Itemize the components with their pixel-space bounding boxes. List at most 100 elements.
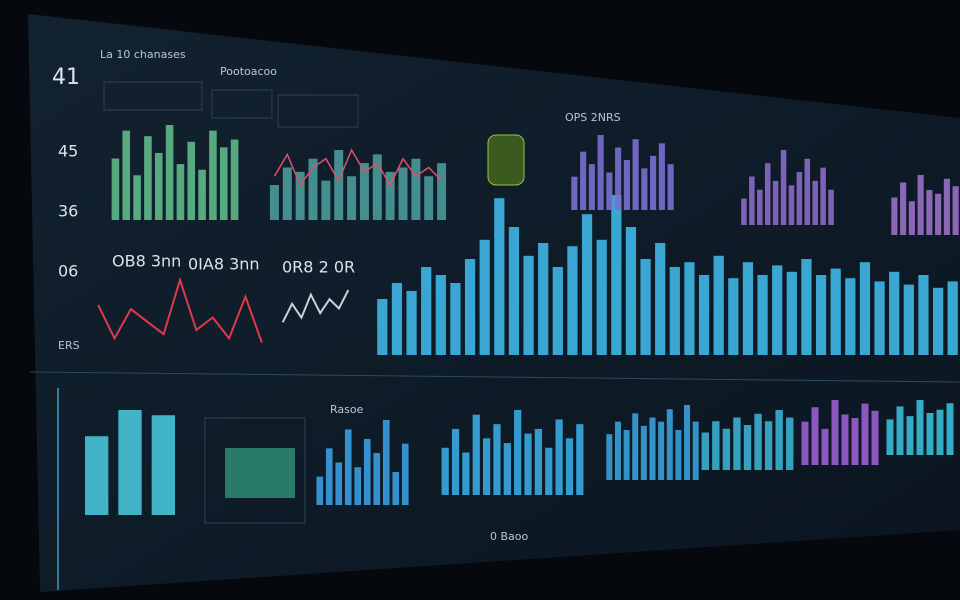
bar [625, 227, 637, 355]
bar [479, 239, 490, 355]
bar [666, 409, 673, 480]
bar [801, 259, 812, 355]
bar [597, 135, 604, 210]
bar [917, 175, 924, 235]
bar [733, 417, 741, 470]
bar [804, 158, 811, 225]
bar [385, 171, 395, 220]
bar [581, 214, 593, 355]
bar [151, 415, 175, 515]
header-title: Pootoacoo [220, 65, 277, 78]
bar [344, 429, 352, 505]
icon [487, 134, 525, 186]
bar [658, 421, 665, 480]
bar [187, 141, 196, 220]
bar [615, 147, 622, 210]
bar [943, 178, 950, 235]
bar [144, 136, 152, 220]
bar [359, 163, 369, 220]
bar [230, 139, 239, 220]
bar [545, 447, 553, 495]
bar [623, 430, 630, 480]
bar [871, 410, 879, 465]
bar [493, 424, 501, 495]
bar [576, 424, 584, 495]
bar [308, 158, 318, 220]
bar [845, 278, 856, 355]
bar [754, 413, 762, 470]
bar [764, 421, 773, 470]
bar [85, 436, 109, 515]
bar [122, 130, 131, 220]
bar [749, 176, 755, 225]
panel [204, 417, 306, 524]
bar [786, 417, 794, 470]
bar [772, 180, 779, 225]
bar [538, 243, 549, 355]
bar [698, 275, 710, 355]
bar [918, 275, 929, 355]
bar [392, 471, 400, 505]
bar [886, 419, 894, 455]
bar [580, 151, 587, 210]
bar [623, 160, 630, 210]
bar [462, 452, 470, 495]
bar [165, 125, 174, 220]
bar [335, 462, 343, 505]
bar [859, 262, 871, 355]
bar [742, 262, 754, 355]
bar [640, 259, 651, 355]
panel [103, 81, 203, 111]
bar [325, 448, 333, 505]
bar [632, 413, 639, 480]
bar [932, 287, 944, 355]
bar [712, 421, 720, 470]
bar [916, 400, 924, 455]
bar [464, 259, 476, 355]
bar [411, 158, 421, 220]
bar [820, 167, 826, 225]
bar [176, 164, 185, 220]
bar [821, 428, 829, 465]
bar [508, 227, 520, 355]
header-number: 41 [52, 65, 80, 90]
bar [555, 419, 563, 495]
bar [472, 414, 480, 495]
panel-label: Rasoe [330, 403, 364, 416]
line [97, 276, 263, 343]
bar [373, 453, 381, 505]
bar [701, 432, 709, 470]
header-subtitle: La 10 chanases [100, 48, 186, 61]
bar [588, 164, 595, 210]
bar [900, 182, 907, 235]
panel-label: OPS 2NRS [565, 111, 621, 124]
bar [514, 410, 522, 495]
bar [675, 430, 682, 480]
bar [111, 158, 120, 220]
bar [567, 246, 578, 355]
bar [684, 405, 691, 480]
panel-fill [225, 448, 295, 498]
bar [830, 268, 841, 355]
bar [935, 193, 942, 235]
bar [450, 283, 461, 355]
bar [565, 438, 574, 495]
bar [946, 403, 954, 455]
bar [321, 180, 331, 220]
bar [650, 155, 657, 210]
bar [377, 299, 388, 355]
bar [435, 275, 446, 355]
bar [334, 150, 344, 220]
bar [219, 147, 228, 220]
bar [611, 195, 622, 355]
bar [295, 171, 305, 220]
bar [606, 434, 613, 480]
divider [29, 371, 960, 383]
bar [952, 186, 959, 235]
bar [494, 198, 505, 355]
bar [391, 283, 403, 355]
bar [571, 176, 578, 210]
bar [118, 410, 142, 515]
bar [780, 150, 787, 225]
bar [382, 420, 390, 505]
